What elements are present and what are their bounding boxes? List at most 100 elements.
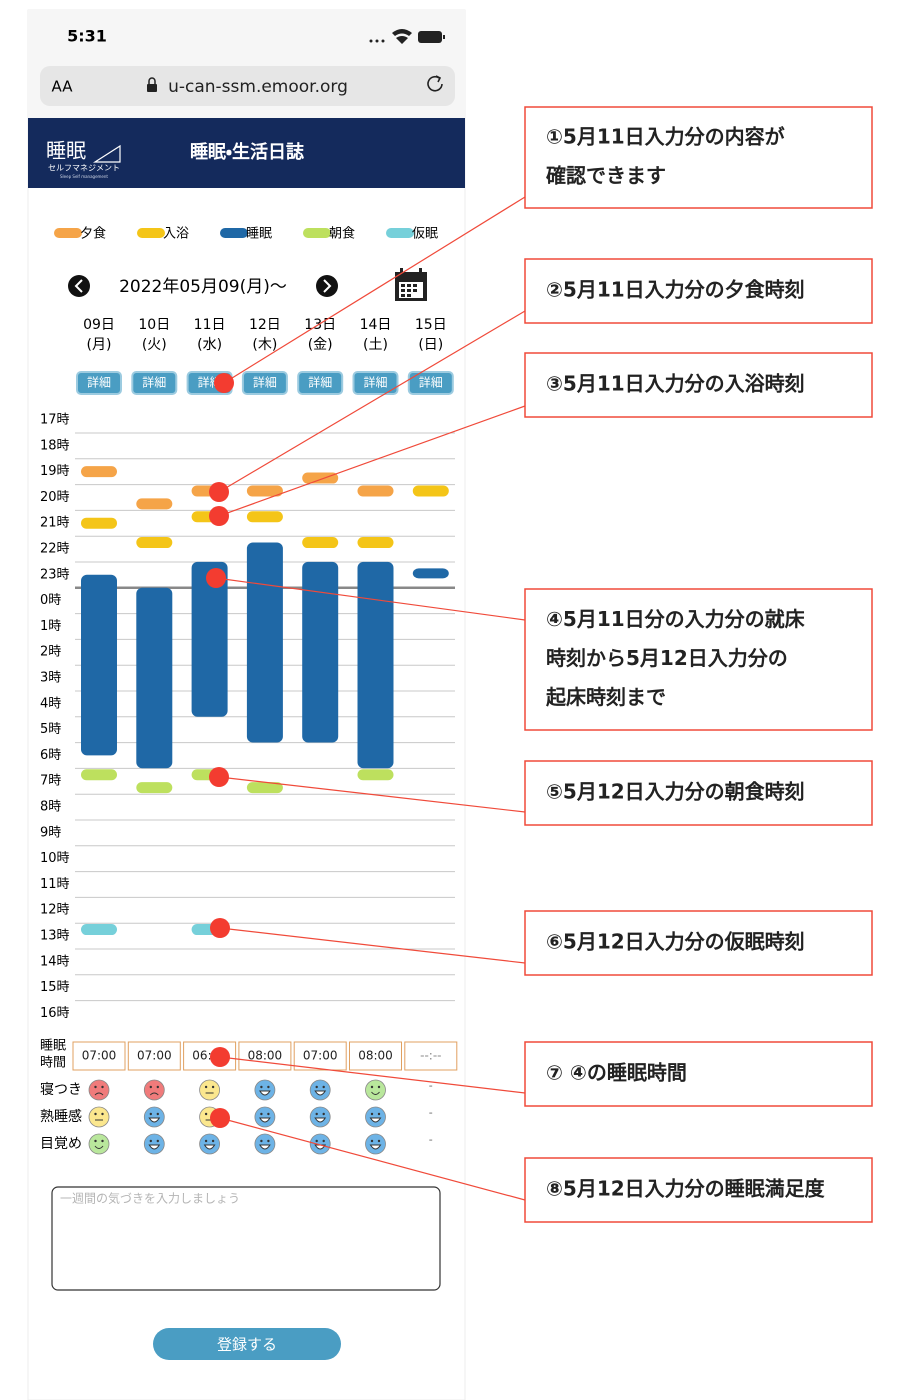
face-mouth — [203, 1144, 216, 1150]
hour-label: 18時 — [40, 438, 70, 453]
sleep-hours: 08:00 — [248, 1049, 283, 1063]
face-eye — [94, 1112, 97, 1116]
face-mouth — [94, 1092, 104, 1096]
detail-button[interactable] — [76, 371, 122, 395]
breakfast-mark — [246, 782, 283, 794]
day-date: 11日 — [194, 317, 226, 333]
callout-line — [218, 405, 526, 517]
legend-label: 仮眠 — [412, 227, 438, 242]
callout-box — [524, 258, 873, 324]
hour-label: 1時 — [40, 619, 61, 634]
detail-button[interactable] — [407, 371, 454, 395]
day-dow: (木) — [252, 337, 277, 353]
text-size-button[interactable]: AA — [52, 78, 74, 96]
sleep-bar — [302, 561, 339, 743]
calendar-button[interactable] — [395, 268, 427, 301]
url-bar[interactable] — [40, 66, 455, 106]
face-mouth — [369, 1144, 382, 1150]
memo-input[interactable] — [51, 1186, 441, 1291]
face-mouth — [149, 1092, 159, 1096]
dinner-mark — [246, 485, 283, 497]
face-eye — [377, 1139, 381, 1143]
callout-box — [524, 106, 873, 209]
rating-face — [88, 1106, 110, 1128]
face-mouth — [314, 1090, 327, 1096]
sleep-hours: 07:00 — [137, 1049, 172, 1063]
callout-line — [219, 1056, 526, 1094]
callout-text: ②5月11日入力分の夕食時刻 — [546, 278, 805, 302]
day-dow: (月) — [87, 337, 112, 353]
nap-mark — [81, 924, 117, 936]
rating-face — [199, 1133, 221, 1155]
rating-face — [143, 1106, 165, 1128]
hour-label: 5時 — [40, 722, 61, 737]
rating-face — [254, 1106, 276, 1128]
hour-label: 11時 — [40, 877, 70, 892]
breakfast-mark — [81, 769, 117, 781]
face-eye — [260, 1139, 263, 1143]
prev-week-button[interactable] — [68, 275, 90, 297]
url[interactable]: u-can-ssm.emoor.org — [168, 77, 348, 97]
callout-line — [223, 196, 526, 384]
face-eye — [211, 1085, 215, 1089]
face-eye — [149, 1139, 152, 1143]
face-mouth — [314, 1117, 327, 1123]
face-eye — [322, 1139, 325, 1143]
app-header — [28, 118, 465, 188]
rating-empty: - — [429, 1079, 433, 1092]
prev-arrow — [74, 279, 83, 293]
callout-text: 確認できます — [545, 164, 666, 188]
sleep-bar — [357, 561, 394, 769]
callout-line — [215, 577, 526, 621]
face-eye — [260, 1085, 263, 1089]
sleep-hours-box — [293, 1041, 347, 1071]
day-date: 15日 — [415, 317, 447, 333]
sleep-time-label: 時間 — [40, 1056, 66, 1071]
detail-button[interactable] — [131, 371, 178, 395]
detail-label: 詳細 — [419, 375, 443, 390]
callout-text: ③5月11日入力分の入浴時刻 — [546, 372, 805, 396]
legend-swatch — [137, 228, 165, 238]
submit-button[interactable] — [153, 1328, 341, 1360]
detail-button[interactable] — [297, 371, 344, 395]
callout-text: ⑧5月12日入力分の睡眠満足度 — [546, 1177, 826, 1201]
hour-label: 22時 — [40, 542, 70, 557]
callout-text: ⑦ ④の睡眠時間 — [546, 1061, 687, 1085]
detail-button[interactable] — [352, 371, 399, 395]
logo-sub: セルフマネジメント — [48, 164, 120, 173]
status-icons — [369, 29, 445, 44]
bath-mark — [81, 517, 117, 529]
sleep-hours-box — [404, 1041, 458, 1071]
hour-label: 17時 — [40, 413, 70, 428]
detail-button[interactable] — [241, 371, 288, 395]
face-eye — [370, 1139, 374, 1143]
day-dow: (金) — [308, 337, 333, 353]
rating-face — [143, 1079, 165, 1101]
hour-label: 6時 — [40, 748, 61, 763]
sleep-bar — [136, 587, 173, 769]
reload-icon[interactable] — [427, 75, 443, 92]
face-eye — [156, 1112, 159, 1116]
detail-label: 詳細 — [308, 375, 332, 390]
rating-label: 目覚め — [40, 1136, 82, 1152]
detail-label: 詳細 — [253, 375, 277, 390]
hour-label: 16時 — [40, 1006, 70, 1021]
detail-label: 詳細 — [363, 375, 387, 390]
dinner-mark — [357, 485, 394, 497]
callout-dot — [209, 482, 229, 502]
sleep-bar — [81, 574, 117, 756]
day-date: 09日 — [83, 317, 115, 333]
callout-box — [524, 352, 873, 418]
callout-dot — [210, 918, 230, 938]
next-week-button[interactable] — [316, 275, 338, 297]
hour-label: 4時 — [40, 696, 61, 711]
detail-label: 詳細 — [87, 375, 111, 390]
face-eye — [101, 1085, 104, 1089]
legend-label: 夕食 — [80, 227, 106, 242]
logo-mark — [92, 144, 121, 163]
callout-line — [219, 1117, 526, 1201]
face-eye — [156, 1085, 159, 1089]
day-dow: (日) — [418, 337, 443, 353]
callout-dot — [209, 506, 229, 526]
